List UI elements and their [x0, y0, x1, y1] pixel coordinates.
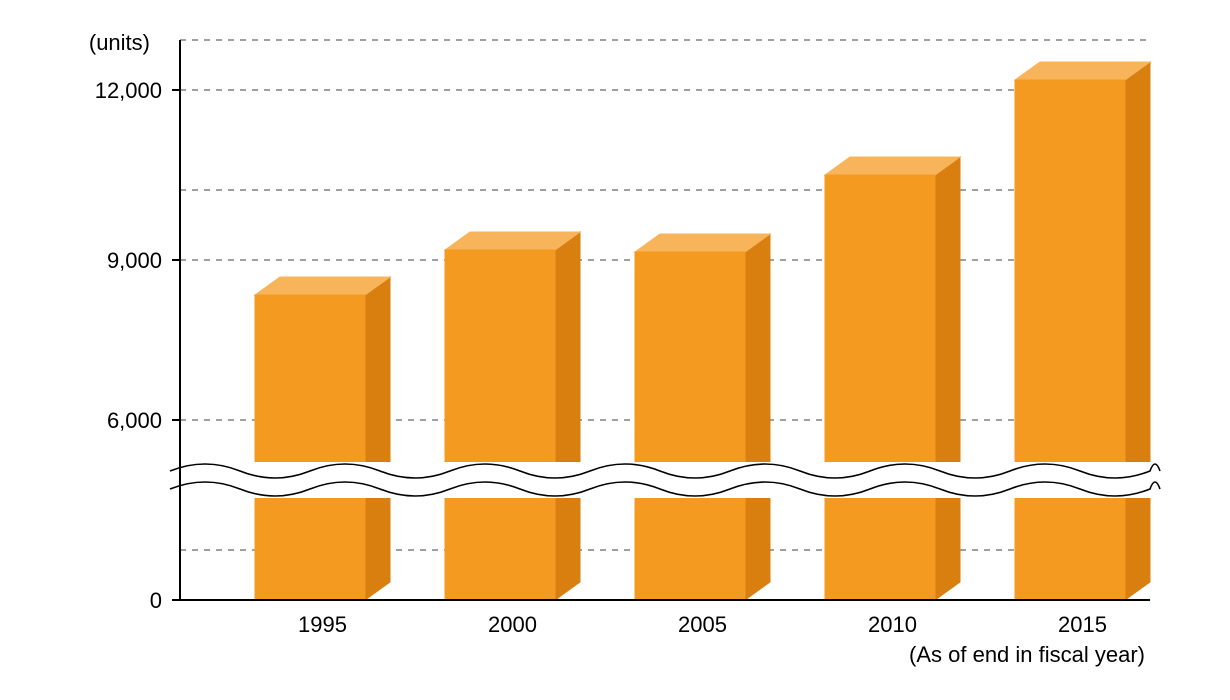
bar-2005: [635, 234, 770, 600]
y-tick-label: 6,000: [107, 408, 162, 433]
x-tick-label: 1995: [298, 612, 347, 637]
bar-2010: [825, 157, 960, 600]
y-tick-label: 12,000: [95, 78, 162, 103]
units-bar-chart: (units) 0 6,000 9,000 12,000 1995 2000 2005 2010…: [0, 0, 1230, 700]
bar-2000: [445, 232, 580, 600]
bars-layer: [255, 62, 1150, 600]
y-tick-label: 0: [150, 588, 162, 613]
x-tick-label: 2015: [1058, 612, 1107, 637]
axis-break: [170, 462, 1160, 498]
y-tick-label: 9,000: [107, 248, 162, 273]
x-tick-label: 2010: [868, 612, 917, 637]
y-axis-units-label: (units): [89, 30, 150, 55]
x-tick-label: 2005: [678, 612, 727, 637]
x-tick-label: 2000: [488, 612, 537, 637]
x-axis-footnote: (As of end in fiscal year): [909, 642, 1145, 667]
labels-layer: (units) 0 6,000 9,000 12,000 1995 2000 2005 2010…: [89, 30, 1145, 667]
bar-2015: [1015, 62, 1150, 600]
chart-svg: (units) 0 6,000 9,000 12,000 1995 2000 2005 2010…: [0, 0, 1230, 700]
bar-1995: [255, 277, 390, 600]
